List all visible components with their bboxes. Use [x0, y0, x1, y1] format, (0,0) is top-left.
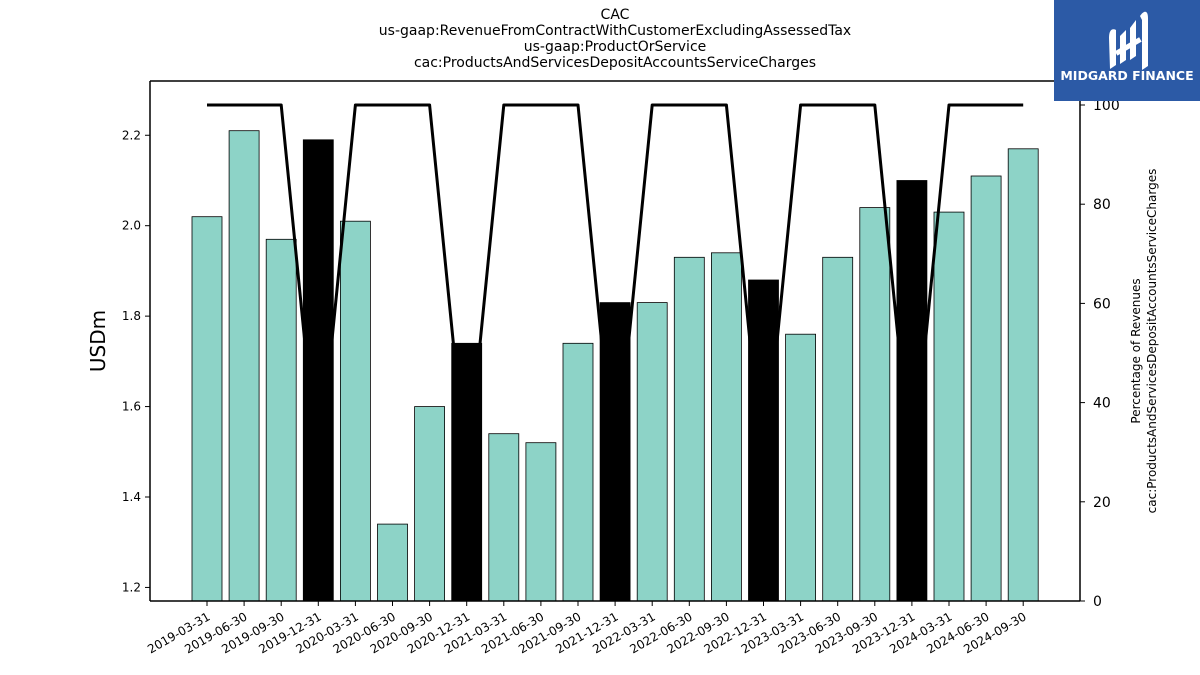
- bar-2023-09-30: [859, 207, 891, 602]
- y-tick-label: 2.2: [122, 128, 141, 142]
- y2-tick-label: 60: [1093, 296, 1111, 312]
- bar-2020-09-30: [414, 406, 446, 602]
- midgard-finance-logo: MIDGARD FINANCE: [1054, 0, 1200, 101]
- bar-2019-09-30: [265, 238, 297, 602]
- bar-2022-06-30: [673, 256, 705, 602]
- bar-2023-12-31: [896, 180, 928, 602]
- chart-title-line-2: us-gaap:RevenueFromContractWithCustomerE…: [378, 23, 852, 39]
- bar-2023-03-31: [785, 333, 816, 602]
- logo-mark-icon: [1109, 11, 1148, 70]
- y2-axis-label-line-2: cac:ProductsAndServicesDepositAccountsSe…: [1145, 169, 1159, 514]
- bar-2021-12-31: [599, 302, 631, 602]
- percentage-line: [207, 103, 1024, 479]
- bar-2022-03-31: [636, 302, 668, 602]
- logo-text: MIDGARD FINANCE: [1060, 68, 1194, 83]
- bar-2021-06-30: [525, 442, 557, 602]
- y-axis-label: USDm: [86, 310, 110, 372]
- bar-2024-06-30: [970, 175, 1002, 602]
- chart-title-line-1: CAC: [600, 7, 630, 23]
- y-tick-label: 1.6: [122, 400, 141, 414]
- y2-axis-label-line-1: Percentage of Revenues: [1129, 278, 1143, 423]
- y2-tick-label: 20: [1093, 495, 1111, 511]
- bar-2022-12-31: [748, 279, 779, 602]
- bar-2024-03-31: [933, 211, 965, 602]
- y2-tick-label: 80: [1093, 197, 1111, 213]
- chart-title-line-3: us-gaap:ProductOrService: [523, 39, 707, 55]
- bar-2024-09-30: [1007, 148, 1039, 602]
- bar-2019-03-31: [191, 216, 223, 602]
- y-tick-label: 1.2: [122, 580, 141, 594]
- y-tick-label: 1.8: [122, 309, 141, 323]
- bar-2020-06-30: [377, 523, 408, 602]
- y-tick-label: 2.0: [122, 219, 141, 233]
- bar-2021-09-30: [562, 342, 594, 602]
- bar-2019-06-30: [228, 130, 260, 602]
- y-tick-label: 1.4: [122, 490, 141, 504]
- y2-tick-label: 100: [1093, 98, 1120, 114]
- bar-2020-03-31: [339, 220, 371, 602]
- chart-title-line-4: cac:ProductsAndServicesDepositAccountsSe…: [413, 55, 817, 71]
- bar-2023-06-30: [822, 256, 854, 602]
- bar-2021-03-31: [488, 433, 520, 602]
- y2-tick-label: 0: [1093, 594, 1102, 610]
- bar-2022-09-30: [711, 252, 742, 602]
- y2-tick-label: 40: [1093, 396, 1111, 412]
